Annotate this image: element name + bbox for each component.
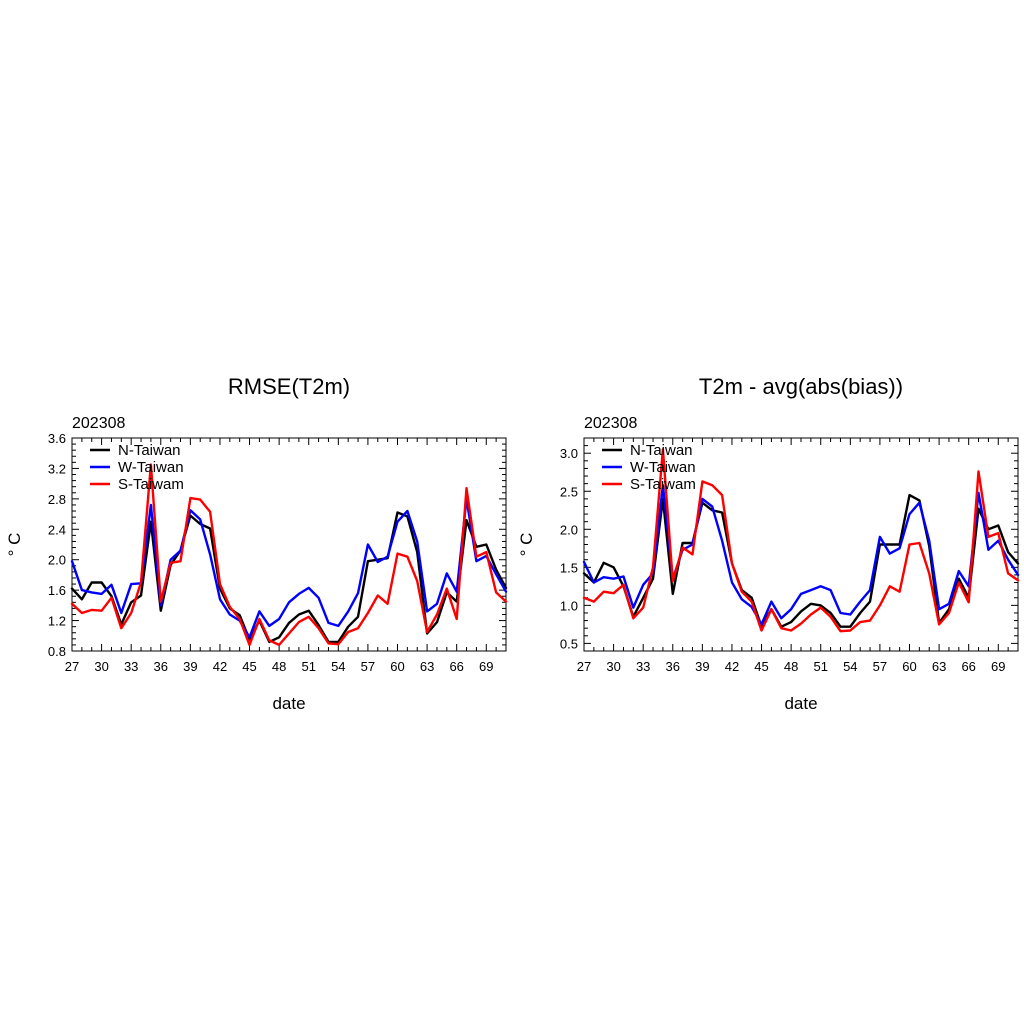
legend-label: S-Taiwam: [118, 476, 184, 493]
legend-label: S-Taiwam: [630, 476, 696, 493]
x-tick-label: 30: [606, 659, 620, 674]
legend-label: W-Taiwan: [118, 459, 184, 476]
x-tick-label: 27: [65, 659, 79, 674]
x-tick-label: 57: [361, 659, 375, 674]
legend-label: N-Taiwan: [118, 442, 181, 459]
y-tick-label: 1.6: [48, 583, 66, 598]
x-tick-label: 39: [695, 659, 709, 674]
x-tick-label: 42: [725, 659, 739, 674]
y-tick-label: 0.5: [560, 636, 578, 651]
x-tick-label: 27: [577, 659, 591, 674]
series-line-w-taiwan: [582, 484, 1020, 626]
x-tick-label: 39: [183, 659, 197, 674]
x-tick-label: 42: [213, 659, 227, 674]
legend-label: N-Taiwan: [630, 442, 693, 459]
y-tick-label: 1.2: [48, 614, 66, 629]
chart-title: RMSE(T2m): [228, 374, 350, 399]
y-axis-label: ° C: [5, 533, 24, 557]
x-tick-label: 48: [272, 659, 286, 674]
y-tick-label: 3.6: [48, 431, 66, 446]
x-tick-label: 69: [991, 659, 1005, 674]
y-tick-label: 2.4: [48, 522, 66, 537]
chart-panel-2: T2m - avg(abs(bias)) 202308 27 30 33 36 39 42 45…: [517, 374, 1020, 713]
x-tick-label: 51: [301, 659, 315, 674]
x-tick-label: 63: [420, 659, 434, 674]
series-line-s-taiwam: [70, 463, 508, 647]
x-tick-label: 30: [94, 659, 108, 674]
x-tick-label: 36: [154, 659, 168, 674]
x-tick-label: 45: [754, 659, 768, 674]
x-tick-label: 54: [843, 659, 857, 674]
series-line-n-taiwan: [582, 493, 1020, 628]
chart-subtitle: 202308: [584, 415, 637, 432]
y-tick-label: 2.0: [560, 522, 578, 537]
x-tick-label: 54: [331, 659, 345, 674]
y-tick-label: 0.8: [48, 644, 66, 659]
series-line-w-taiwan: [70, 497, 508, 639]
x-tick-label: 33: [124, 659, 138, 674]
x-tick-label: 45: [242, 659, 256, 674]
y-tick-label: 1.5: [560, 560, 578, 575]
x-tick-label: 69: [479, 659, 493, 674]
chart-panel-1: RMSE(T2m) 202308 27 30 33 36 39 42 45 48 51 54 57 60 6…: [5, 374, 508, 713]
x-tick-label: 33: [636, 659, 650, 674]
x-axis-label: date: [272, 694, 305, 713]
x-axis-label: date: [784, 694, 817, 713]
x-tick-label: 60: [390, 659, 404, 674]
y-tick-label: 2.5: [560, 484, 578, 499]
y-tick-label: 2.0: [48, 553, 66, 568]
x-tick-label: 60: [902, 659, 916, 674]
x-tick-label: 36: [666, 659, 680, 674]
y-tick-label: 3.0: [560, 446, 578, 461]
x-tick-label: 63: [932, 659, 946, 674]
x-tick-label: 57: [873, 659, 887, 674]
series-line-s-taiwam: [582, 448, 1020, 633]
y-axis-label: ° C: [517, 533, 536, 557]
x-tick-label: 66: [961, 659, 975, 674]
x-tick-label: 51: [813, 659, 827, 674]
legend-label: W-Taiwan: [630, 459, 696, 476]
y-tick-label: 3.2: [48, 461, 66, 476]
series-line-n-taiwan: [70, 511, 508, 644]
chart-title: T2m - avg(abs(bias)): [699, 374, 903, 399]
x-tick-label: 48: [784, 659, 798, 674]
y-tick-label: 2.8: [48, 492, 66, 507]
x-tick-label: 66: [449, 659, 463, 674]
chart-subtitle: 202308: [72, 415, 125, 432]
y-tick-label: 1.0: [560, 598, 578, 613]
